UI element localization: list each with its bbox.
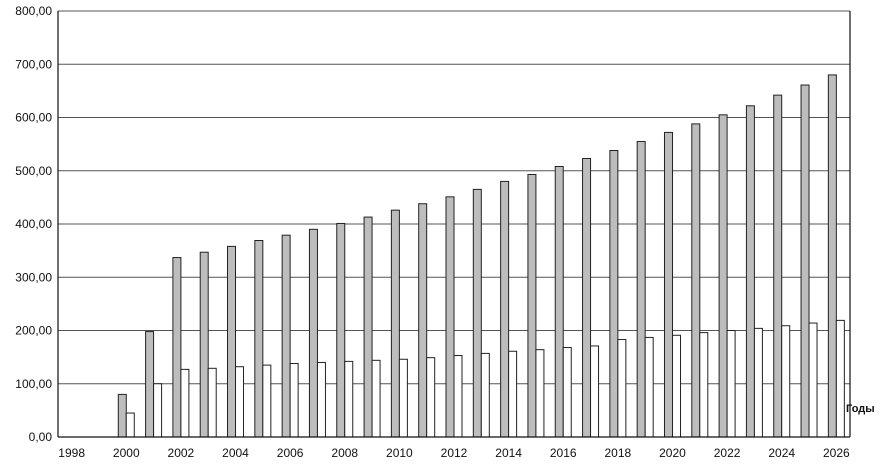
bar-series-2-2024 (781, 325, 791, 438)
x-tick-label: 2014 (495, 446, 522, 460)
y-tick-label: 700,00 (15, 57, 52, 71)
bar-series-1-2019 (636, 140, 646, 438)
bar-series-2-2010 (398, 358, 408, 438)
bars (117, 74, 845, 438)
x-tick-label: 2010 (386, 446, 413, 460)
bar-series-2-2007 (316, 361, 326, 438)
bar-series-2-2022 (726, 330, 736, 438)
bar-series-2-2013 (480, 352, 490, 438)
y-tick-labels: 0,00 100,00 200,00 300,00 400,00 500,00 600,00… (15, 4, 52, 444)
x-tick-label: 2006 (277, 446, 304, 460)
axes (57, 11, 851, 438)
x-axis-label: Годы (846, 403, 875, 415)
bar-series-2-2009 (371, 359, 381, 438)
bar-series-2-2002 (180, 368, 190, 438)
bar-series-1-2003 (199, 251, 209, 438)
y-tick-label: 300,00 (15, 270, 52, 284)
bar-series-1-2022 (718, 114, 728, 438)
x-tick-label: 2002 (168, 446, 195, 460)
y-tick-label: 0,00 (29, 430, 53, 444)
bar-series-1-2002 (172, 257, 182, 438)
bar-series-2-2025 (808, 322, 818, 438)
bar-series-1-2001 (145, 331, 155, 438)
y-tick-label: 100,00 (15, 377, 52, 391)
x-tick-label: 2020 (659, 446, 686, 460)
x-tick-label: 2004 (222, 446, 249, 460)
bar-series-1-2012 (445, 196, 455, 438)
bar-series-2-2020 (671, 334, 681, 438)
bar-series-1-2026 (827, 74, 837, 438)
bar-series-2-2000 (125, 412, 135, 438)
bar-series-1-2008 (336, 222, 346, 438)
bar-series-2-2012 (453, 355, 463, 438)
bar-series-2-2008 (344, 360, 354, 438)
bar-series-1-2021 (691, 123, 701, 438)
x-tick-label: 2018 (605, 446, 632, 460)
bar-series-1-2025 (800, 84, 810, 438)
bar-series-1-2010 (390, 209, 400, 438)
bar-series-2-2004 (235, 366, 245, 438)
x-tick-label: 1998 (58, 446, 85, 460)
bar-series-2-2021 (699, 332, 709, 438)
bar-series-2-2018 (617, 339, 627, 438)
x-tick-label: 2022 (714, 446, 741, 460)
bar-series-2-2019 (644, 336, 654, 438)
bar-series-1-2005 (254, 240, 264, 438)
x-tick-labels: 1998 2000 2002 2004 2006 2008 2010 2012 2014 2016… (58, 446, 850, 460)
bar-series-1-2023 (745, 105, 755, 438)
bar-series-2-2016 (562, 347, 572, 438)
bar-series-1-2000 (117, 393, 127, 438)
y-tick-label: 400,00 (15, 217, 52, 231)
bar-series-1-2024 (773, 94, 783, 438)
bar-series-1-2017 (582, 158, 592, 438)
x-tick-label: 2026 (823, 446, 850, 460)
bar-series-1-2018 (609, 150, 619, 438)
bar-series-2-2003 (207, 367, 217, 438)
x-tick-label: 2016 (550, 446, 577, 460)
bar-series-1-2006 (281, 234, 291, 438)
bar-series-2-2011 (426, 357, 436, 438)
bar-series-1-2007 (308, 228, 318, 438)
bar-series-2-2015 (535, 349, 545, 438)
bar-series-1-2009 (363, 216, 373, 438)
x-tick-label: 2008 (331, 446, 358, 460)
bar-series-2-2023 (753, 327, 763, 438)
y-tick-label: 800,00 (15, 4, 52, 18)
y-tick-label: 200,00 (15, 324, 52, 338)
bar-series-1-2015 (527, 173, 537, 438)
bar-series-2-2005 (262, 364, 272, 438)
bar-series-2-2014 (508, 350, 518, 438)
bar-series-2-2006 (289, 363, 299, 438)
bar-series-2-2026 (835, 319, 845, 438)
x-tick-label: 2000 (113, 446, 140, 460)
bar-series-1-2013 (472, 188, 482, 438)
x-tick-label: 2012 (441, 446, 468, 460)
bar-series-2-2017 (590, 345, 600, 438)
bar-series-1-2014 (500, 180, 510, 438)
y-tick-label: 500,00 (15, 164, 52, 178)
x-tick-label: 2024 (768, 446, 795, 460)
bar-series-2-2001 (153, 383, 163, 438)
bar-series-1-2004 (227, 245, 237, 438)
bar-series-1-2016 (554, 165, 564, 438)
bar-series-1-2020 (663, 131, 673, 438)
y-tick-label: 600,00 (15, 111, 52, 125)
bar-series-1-2011 (418, 203, 428, 438)
